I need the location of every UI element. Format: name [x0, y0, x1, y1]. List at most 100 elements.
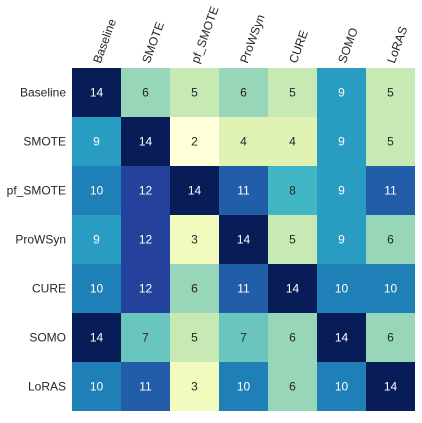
- cell-value-label: 10: [90, 282, 104, 296]
- heatmap-cell: [366, 362, 415, 411]
- cell-value-label: 9: [338, 184, 345, 198]
- cell-value-label: 14: [237, 233, 251, 247]
- cell-value-label: 11: [384, 184, 397, 198]
- cell-value-label: 14: [90, 331, 104, 345]
- cell-value-label: 10: [335, 282, 349, 296]
- heatmap-cell: [170, 313, 219, 362]
- cell-value-label: 6: [191, 282, 198, 296]
- cell-value-label: 3: [191, 233, 198, 247]
- y-tick-label: CURE: [32, 282, 66, 296]
- cell-value-label: 11: [139, 380, 152, 394]
- cell-value-label: 9: [338, 135, 345, 149]
- y-tick-label: LoRAS: [28, 380, 66, 394]
- heatmap-cell: [268, 313, 317, 362]
- cell-value-label: 10: [90, 184, 104, 198]
- cell-value-label: 14: [384, 380, 398, 394]
- heatmap-cell: [268, 68, 317, 117]
- cell-value-label: 11: [237, 184, 250, 198]
- y-tick-label: Baseline: [20, 86, 66, 100]
- cell-value-label: 3: [191, 380, 198, 394]
- cell-value-label: 6: [289, 331, 296, 345]
- heatmap-cell: [121, 166, 170, 215]
- heatmap-cell: [366, 264, 415, 313]
- heatmap-cell: [72, 166, 121, 215]
- cell-value-label: 6: [142, 86, 149, 100]
- heatmap-cell: [366, 313, 415, 362]
- cell-value-label: 2: [191, 135, 198, 149]
- heatmap-cell: [170, 362, 219, 411]
- x-axis-tick-labels: Baseline SMOTE pf_SMOTE ProWSyn CURE SOMO LoRA…: [90, 4, 410, 65]
- cell-value-label: 5: [289, 233, 296, 247]
- x-tick-label: SMOTE: [139, 20, 167, 65]
- y-tick-label: pf_SMOTE: [7, 184, 66, 198]
- x-tick-label: pf_SMOTE: [188, 4, 221, 65]
- heatmap-cell: [317, 166, 366, 215]
- cell-value-label: 5: [289, 86, 296, 100]
- heatmap-cell: [268, 362, 317, 411]
- cell-value-label: 12: [139, 233, 153, 247]
- cell-value-label: 9: [93, 135, 100, 149]
- y-axis-tick-labels: Baseline SMOTE pf_SMOTE ProWSyn CURE SOMO LoRA…: [7, 86, 67, 394]
- cell-value-label: 9: [338, 233, 345, 247]
- cell-value-label: 7: [240, 331, 247, 345]
- heatmap-cell: [317, 264, 366, 313]
- heatmap-cell: [317, 68, 366, 117]
- cell-value-label: 14: [90, 86, 104, 100]
- heatmap-cell: [170, 117, 219, 166]
- heatmap-cell: [317, 117, 366, 166]
- heatmap-cell: [121, 264, 170, 313]
- cell-value-label: 10: [90, 380, 104, 394]
- heatmap-cell: [121, 68, 170, 117]
- heatmap-cell: [219, 166, 268, 215]
- heatmap-cells: 14 6 5 6 5 9 5 9 14 2 4 4 9 5 10 12 14 11 8 9 11 9 12 3 14 5 9 6 10 1…: [72, 68, 415, 411]
- cell-value-label: 14: [188, 184, 202, 198]
- heatmap-cell: [268, 215, 317, 264]
- cell-value-label: 6: [387, 233, 394, 247]
- cell-value-label: 10: [335, 380, 349, 394]
- heatmap-cell: [219, 313, 268, 362]
- cell-value-label: 5: [191, 331, 198, 345]
- x-tick-label: ProWSyn: [237, 13, 267, 65]
- heatmap-cell: [72, 215, 121, 264]
- heatmap-cell: [121, 362, 170, 411]
- y-tick-label: SMOTE: [23, 135, 66, 149]
- cell-value-label: 14: [139, 135, 153, 149]
- cell-value-label: 6: [387, 331, 394, 345]
- heatmap-cell: [317, 362, 366, 411]
- cell-value-label: 4: [289, 135, 296, 149]
- cell-value-label: 5: [387, 135, 394, 149]
- heatmap-cell: [121, 215, 170, 264]
- heatmap-cell: [121, 313, 170, 362]
- cell-value-label: 6: [289, 380, 296, 394]
- heatmap-cell: [317, 313, 366, 362]
- cell-value-label: 8: [289, 184, 296, 198]
- heatmap-cell: [219, 117, 268, 166]
- heatmap-cell: [170, 68, 219, 117]
- cell-value-label: 14: [335, 331, 349, 345]
- x-tick-label: LoRAS: [384, 25, 410, 66]
- cell-value-label: 12: [139, 282, 153, 296]
- cell-value-label: 9: [338, 86, 345, 100]
- heatmap-cell: [121, 117, 170, 166]
- cell-value-label: 10: [237, 380, 251, 394]
- cell-value-label: 10: [384, 282, 398, 296]
- heatmap-cell: [317, 215, 366, 264]
- heatmap-cell: [366, 68, 415, 117]
- heatmap-cell: [170, 215, 219, 264]
- heatmap-cell: [219, 362, 268, 411]
- heatmap-cell: [366, 215, 415, 264]
- heatmap-cell: [219, 68, 268, 117]
- x-tick-label: CURE: [286, 28, 311, 65]
- heatmap-cell: [72, 68, 121, 117]
- x-tick-label: SOMO: [335, 26, 361, 65]
- cell-value-label: 9: [93, 233, 100, 247]
- heatmap-cell: [72, 362, 121, 411]
- heatmap-cell: [219, 215, 268, 264]
- cell-value-label: 11: [237, 282, 250, 296]
- cell-value-label: 4: [240, 135, 247, 149]
- heatmap-cell: [268, 166, 317, 215]
- y-tick-label: ProWSyn: [15, 233, 66, 247]
- heatmap-cell: [268, 264, 317, 313]
